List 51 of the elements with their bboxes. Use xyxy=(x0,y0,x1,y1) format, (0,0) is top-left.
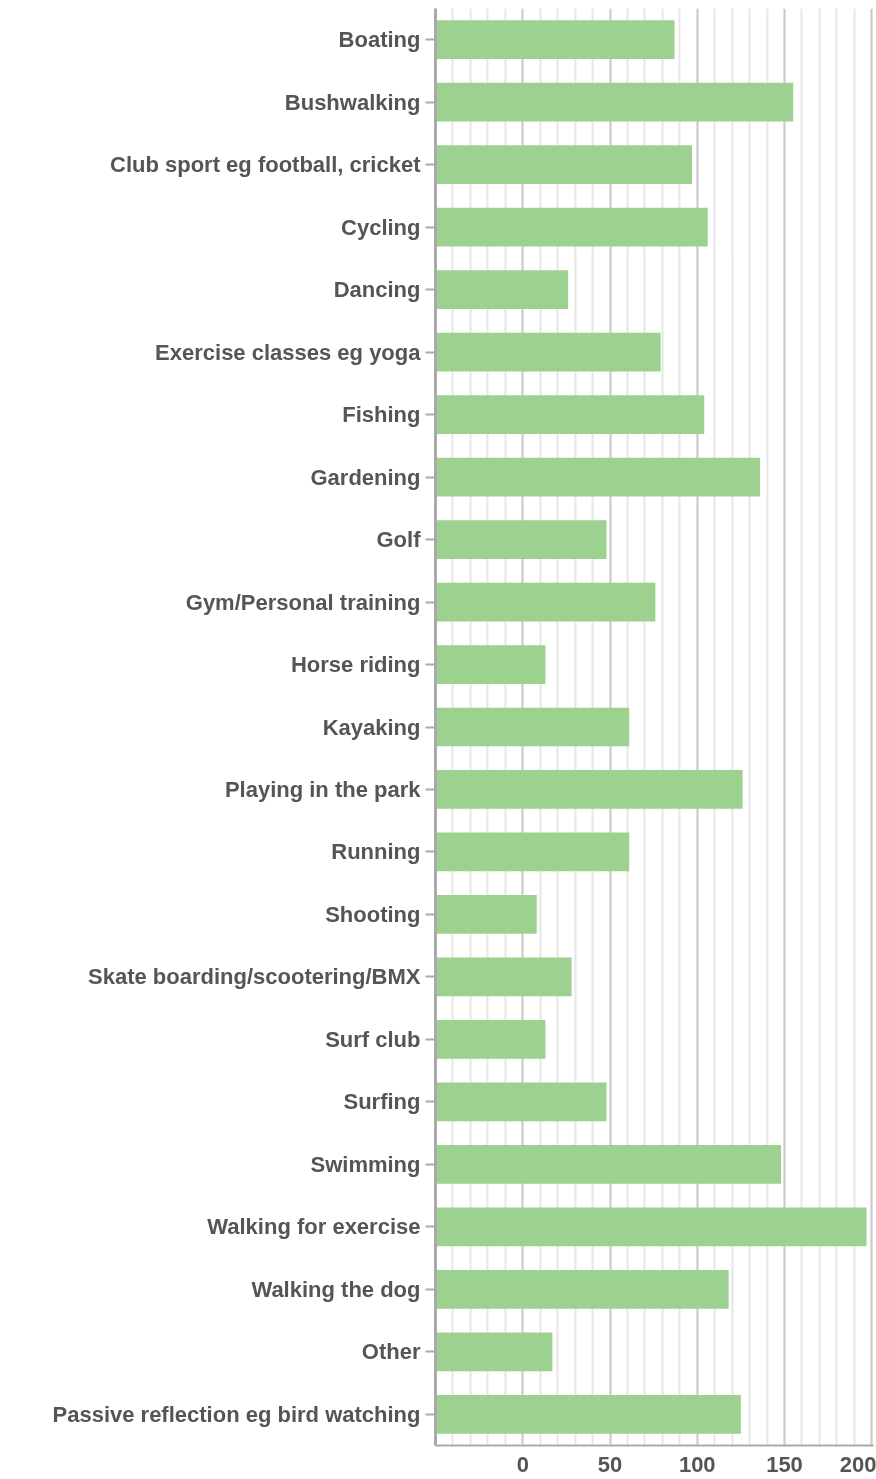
x-tick-label: 0 xyxy=(516,1451,529,1477)
bar xyxy=(435,395,705,434)
bar xyxy=(435,1144,782,1184)
bar xyxy=(435,20,675,60)
y-tick-label: Playing in the park xyxy=(224,776,422,802)
y-tick-label: Boating xyxy=(338,27,421,53)
bar xyxy=(435,1332,553,1372)
bar xyxy=(435,1394,741,1434)
bar xyxy=(435,1020,546,1059)
x-tick-label: 50 xyxy=(597,1451,623,1477)
y-tick-label: Golf xyxy=(376,527,422,553)
y-tick-label: Gardening xyxy=(310,464,421,490)
bar xyxy=(435,1082,607,1122)
y-tick-label: Dancing xyxy=(333,277,421,303)
x-tick-label: 200 xyxy=(839,1451,876,1477)
bar xyxy=(435,895,537,934)
x-tick-label: 100 xyxy=(678,1451,716,1477)
y-tick-label: Walking for exercise xyxy=(207,1214,421,1240)
y-tick-label: Gym/Personal training xyxy=(185,589,421,615)
bar xyxy=(435,82,794,122)
y-tick-label: Running xyxy=(331,839,421,865)
y-tick-label: Shooting xyxy=(325,901,421,927)
y-tick-label: Surf club xyxy=(325,1026,421,1052)
y-tick-label: Kayaking xyxy=(322,714,421,740)
bar xyxy=(435,707,630,747)
x-tick-label: 150 xyxy=(766,1451,803,1477)
bar xyxy=(435,145,693,185)
y-tick-label: Fishing xyxy=(342,402,421,428)
bar xyxy=(435,645,546,684)
y-tick-label: Walking the dog xyxy=(251,1276,421,1302)
bar xyxy=(435,832,630,872)
y-tick-label: Surfing xyxy=(343,1089,421,1115)
y-tick-label: Club sport eg football, cricket xyxy=(110,152,422,178)
y-tick-label: Other xyxy=(361,1339,421,1365)
bar xyxy=(435,457,761,497)
y-tick-label: Passive reflection eg bird watching xyxy=(52,1401,421,1427)
y-tick-label: Horse riding xyxy=(290,652,421,678)
bar xyxy=(435,1269,729,1309)
bar xyxy=(435,957,572,997)
y-tick-label: Swimming xyxy=(310,1151,421,1177)
bar xyxy=(435,770,743,809)
y-tick-label: Bushwalking xyxy=(284,89,421,115)
bar xyxy=(435,207,708,247)
y-tick-label: Skate boarding/scootering/BMX xyxy=(88,964,421,990)
bar xyxy=(435,332,661,372)
y-tick-label: Exercise classes eg yoga xyxy=(155,339,422,365)
bar xyxy=(435,582,656,622)
bar xyxy=(435,270,569,310)
y-tick-label: Cycling xyxy=(341,214,421,240)
bar xyxy=(435,1207,867,1247)
bar xyxy=(435,520,607,559)
